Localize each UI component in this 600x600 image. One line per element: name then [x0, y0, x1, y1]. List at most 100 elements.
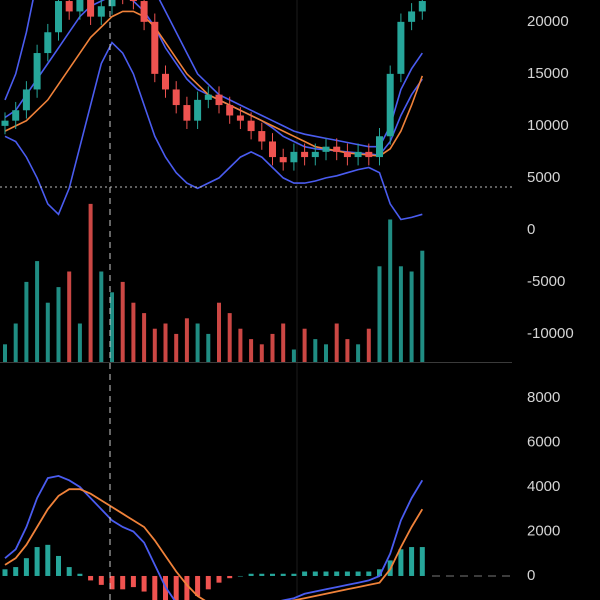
candle-body: [279, 157, 287, 163]
volume-bar: [281, 323, 286, 362]
macd-histogram-bar: [173, 575, 179, 600]
candle-body: [269, 141, 276, 158]
y-tick-label: -5000: [527, 273, 565, 290]
macd-histogram-bar: [98, 575, 104, 585]
macd-histogram-bar: [130, 575, 136, 588]
macd-histogram-bar: [419, 547, 425, 576]
y-tick-label: 0: [527, 567, 535, 584]
macd-line: [4, 474, 424, 600]
volume-bar: [356, 344, 361, 362]
band-line: [4, 0, 423, 148]
candle-body: [311, 151, 319, 158]
price-panel: [1, 0, 426, 362]
macd-histogram-bar: [34, 547, 40, 576]
macd-histogram-bar: [152, 575, 158, 600]
candle-body: [162, 73, 169, 90]
volume-bar: [142, 313, 147, 362]
macd-line: [4, 488, 424, 600]
candle-body: [183, 105, 191, 121]
macd-histogram-bar: [120, 575, 126, 590]
volume-bar: [131, 302, 136, 362]
candle-body: [55, 1, 62, 33]
volume-bar: [249, 339, 254, 362]
macd-histogram-bar: [355, 571, 361, 576]
candle-body: [129, 0, 137, 2]
volume-bar: [45, 302, 50, 362]
volume-bar: [259, 344, 264, 362]
candle-body: [87, 0, 95, 17]
candle-body: [386, 73, 394, 137]
volume-bar: [77, 323, 82, 362]
macd-histogram-bar: [141, 575, 147, 592]
axis: 20000150001000050000-5000-10000800060004…: [527, 13, 574, 584]
macd-histogram-bar: [312, 571, 318, 576]
y-tick-label: 15000: [527, 65, 569, 82]
candle-body: [354, 151, 362, 158]
candle-body: [151, 21, 159, 74]
macd-histogram-bar: [56, 555, 61, 576]
candle-body: [33, 53, 41, 90]
volume-bar: [56, 287, 61, 362]
y-tick-label: 0: [527, 221, 535, 238]
volume-bar: [163, 323, 168, 362]
band-line: [4, 41, 423, 221]
volume-bar: [420, 250, 425, 362]
macd-histogram-bar: [334, 571, 340, 576]
candle-body: [22, 89, 30, 111]
candle-body: [301, 151, 309, 158]
macd-panel: [2, 474, 425, 600]
y-tick-label: 4000: [527, 478, 560, 495]
volume-bar: [3, 344, 7, 362]
y-tick-label: 20000: [527, 13, 569, 30]
macd-histogram-bar: [77, 573, 83, 576]
macd-histogram-bar: [366, 571, 372, 576]
candle-body: [333, 146, 341, 152]
y-tick-label: 8000: [527, 389, 560, 406]
macd-histogram-bar: [344, 571, 350, 576]
macd-histogram-bar: [88, 575, 94, 581]
volume-bar: [409, 271, 414, 362]
macd-histogram-bar: [377, 569, 382, 576]
volume-bar: [152, 328, 157, 362]
macd-histogram-bar: [398, 549, 404, 576]
macd-histogram-bar: [23, 558, 29, 576]
macd-histogram-bar: [195, 575, 201, 596]
macd-histogram-bar: [66, 567, 72, 576]
y-tick-label: 6000: [527, 433, 560, 450]
macd-histogram-bar: [270, 573, 275, 576]
macd-histogram-bar: [259, 573, 265, 576]
candle-body: [290, 151, 298, 163]
volume-bar: [345, 339, 350, 362]
candle-body: [236, 115, 244, 121]
volume-bar: [302, 328, 307, 362]
macd-histogram-bar: [227, 575, 233, 579]
macd-histogram-bar: [109, 575, 115, 590]
macd-histogram-bar: [13, 567, 19, 576]
candle-body: [258, 131, 266, 142]
macd-histogram-bar: [323, 571, 329, 576]
candle-body: [76, 0, 84, 12]
candle-body: [1, 120, 9, 126]
volume-bar: [184, 318, 189, 362]
candle-body: [215, 94, 223, 106]
band-line: [4, 10, 424, 157]
candle-body: [365, 151, 373, 158]
macd-histogram-bar: [45, 544, 51, 576]
volume-bar: [388, 219, 393, 362]
candle-body: [108, 0, 116, 7]
volume-bar: [13, 323, 18, 362]
macd-histogram-bar: [280, 573, 286, 576]
volume-bar: [24, 281, 29, 362]
volume-bar: [206, 333, 211, 362]
candle-body: [397, 21, 405, 74]
volume-bar: [313, 339, 318, 362]
volume-bar: [110, 292, 114, 362]
volume-bar: [35, 261, 40, 362]
volume-bar: [334, 323, 339, 362]
macd-histogram-bar: [216, 575, 222, 583]
volume-bar: [377, 266, 382, 362]
candle-body: [97, 6, 105, 17]
candle-body: [343, 151, 351, 158]
candle-body: [65, 1, 73, 12]
